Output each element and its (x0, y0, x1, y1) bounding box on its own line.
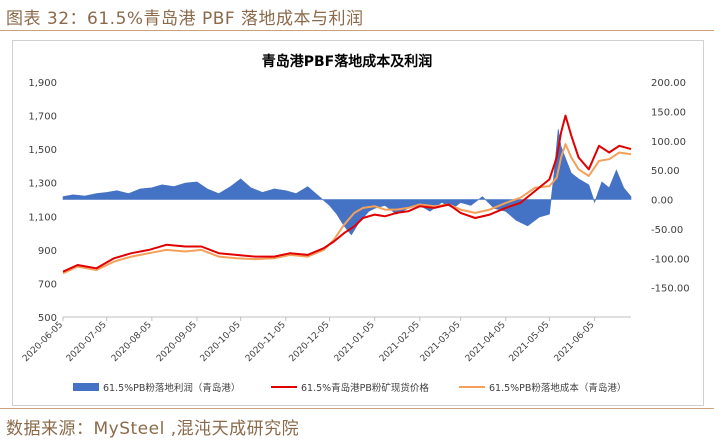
x-tick-label: 2020-07-05 (65, 320, 109, 364)
y-right-tick-label: 0.00 (651, 196, 673, 207)
x-tick-label: 2020-08-05 (110, 320, 154, 364)
x-tick-label: 2020-06-05 (21, 320, 65, 364)
y-right-tick-label: -50.00 (651, 225, 683, 236)
y-right-tick-label: -100.00 (651, 254, 690, 265)
y-right-tick-label: 200.00 (651, 78, 686, 89)
chart-title: 青岛港PBF落地成本及利润 (262, 53, 433, 70)
x-tick-label: 2021-03-05 (419, 320, 463, 364)
y-left-tick-label: 700 (38, 279, 57, 290)
legend-item: 61.5%PB粉落地成本（青岛港） (459, 382, 626, 394)
y-left-tick-label: 1,700 (28, 112, 57, 123)
figure-caption: 图表 32：61.5%青岛港 PBF 落地成本与利润 (6, 9, 364, 29)
source-note: 数据来源：MySteel ,混沌天成研究院 (6, 419, 300, 439)
x-tick-label: 2021-01-05 (333, 320, 377, 364)
y-left-tick-label: 1,900 (28, 78, 57, 89)
y-left-tick-label: 900 (38, 246, 57, 257)
x-tick-label: 2020-10-05 (199, 320, 243, 364)
caption-rule (0, 30, 714, 31)
source-rule (0, 408, 714, 409)
y-left-tick-label: 500 (38, 313, 57, 324)
x-tick-label: 2021-02-05 (378, 320, 422, 364)
x-tick-label: 2021-06-05 (553, 320, 597, 364)
x-tick-label: 2021-04-05 (464, 320, 508, 364)
y-right-tick-label: 150.00 (651, 107, 686, 118)
x-tick-label: 2020-12-05 (288, 320, 332, 364)
x-tick-label: 2020-11-05 (244, 320, 288, 364)
legend-item: 61.5%青岛港PB粉矿现货价格 (271, 382, 429, 394)
cost-line (62, 143, 632, 275)
legend-label: 61.5%青岛港PB粉矿现货价格 (301, 382, 429, 394)
x-tick-label: 2020-09-05 (155, 320, 199, 364)
cost-series (62, 143, 632, 275)
spot-line (62, 114, 632, 273)
legend-swatch (73, 383, 99, 391)
y-right-tick-label: 100.00 (651, 137, 686, 148)
chart-frame: 青岛港PBF落地成本及利润 500 700 900 1,100 1,300 1,500 1,7… (12, 40, 704, 406)
y-left-tick-label: 1,500 (28, 145, 57, 156)
legend-item: 61.5%PB粉落地利润（青岛港） (73, 382, 240, 394)
legend-label: 61.5%PB粉落地成本（青岛港） (489, 382, 626, 394)
x-tick-label: 2021-05-05 (508, 320, 552, 364)
y-left-tick-label: 1,100 (28, 212, 57, 223)
chart-svg: 青岛港PBF落地成本及利润 500 700 900 1,100 1,300 1,500 1,7… (21, 53, 690, 394)
y-right-tick-label: -150.00 (651, 284, 690, 295)
y-left-tick-label: 1,300 (28, 179, 57, 190)
legend-label: 61.5%PB粉落地利润（青岛港） (103, 382, 240, 394)
profit-area (62, 128, 632, 236)
spot-series (62, 114, 632, 273)
y-right-tick-label: 50.00 (651, 166, 680, 177)
